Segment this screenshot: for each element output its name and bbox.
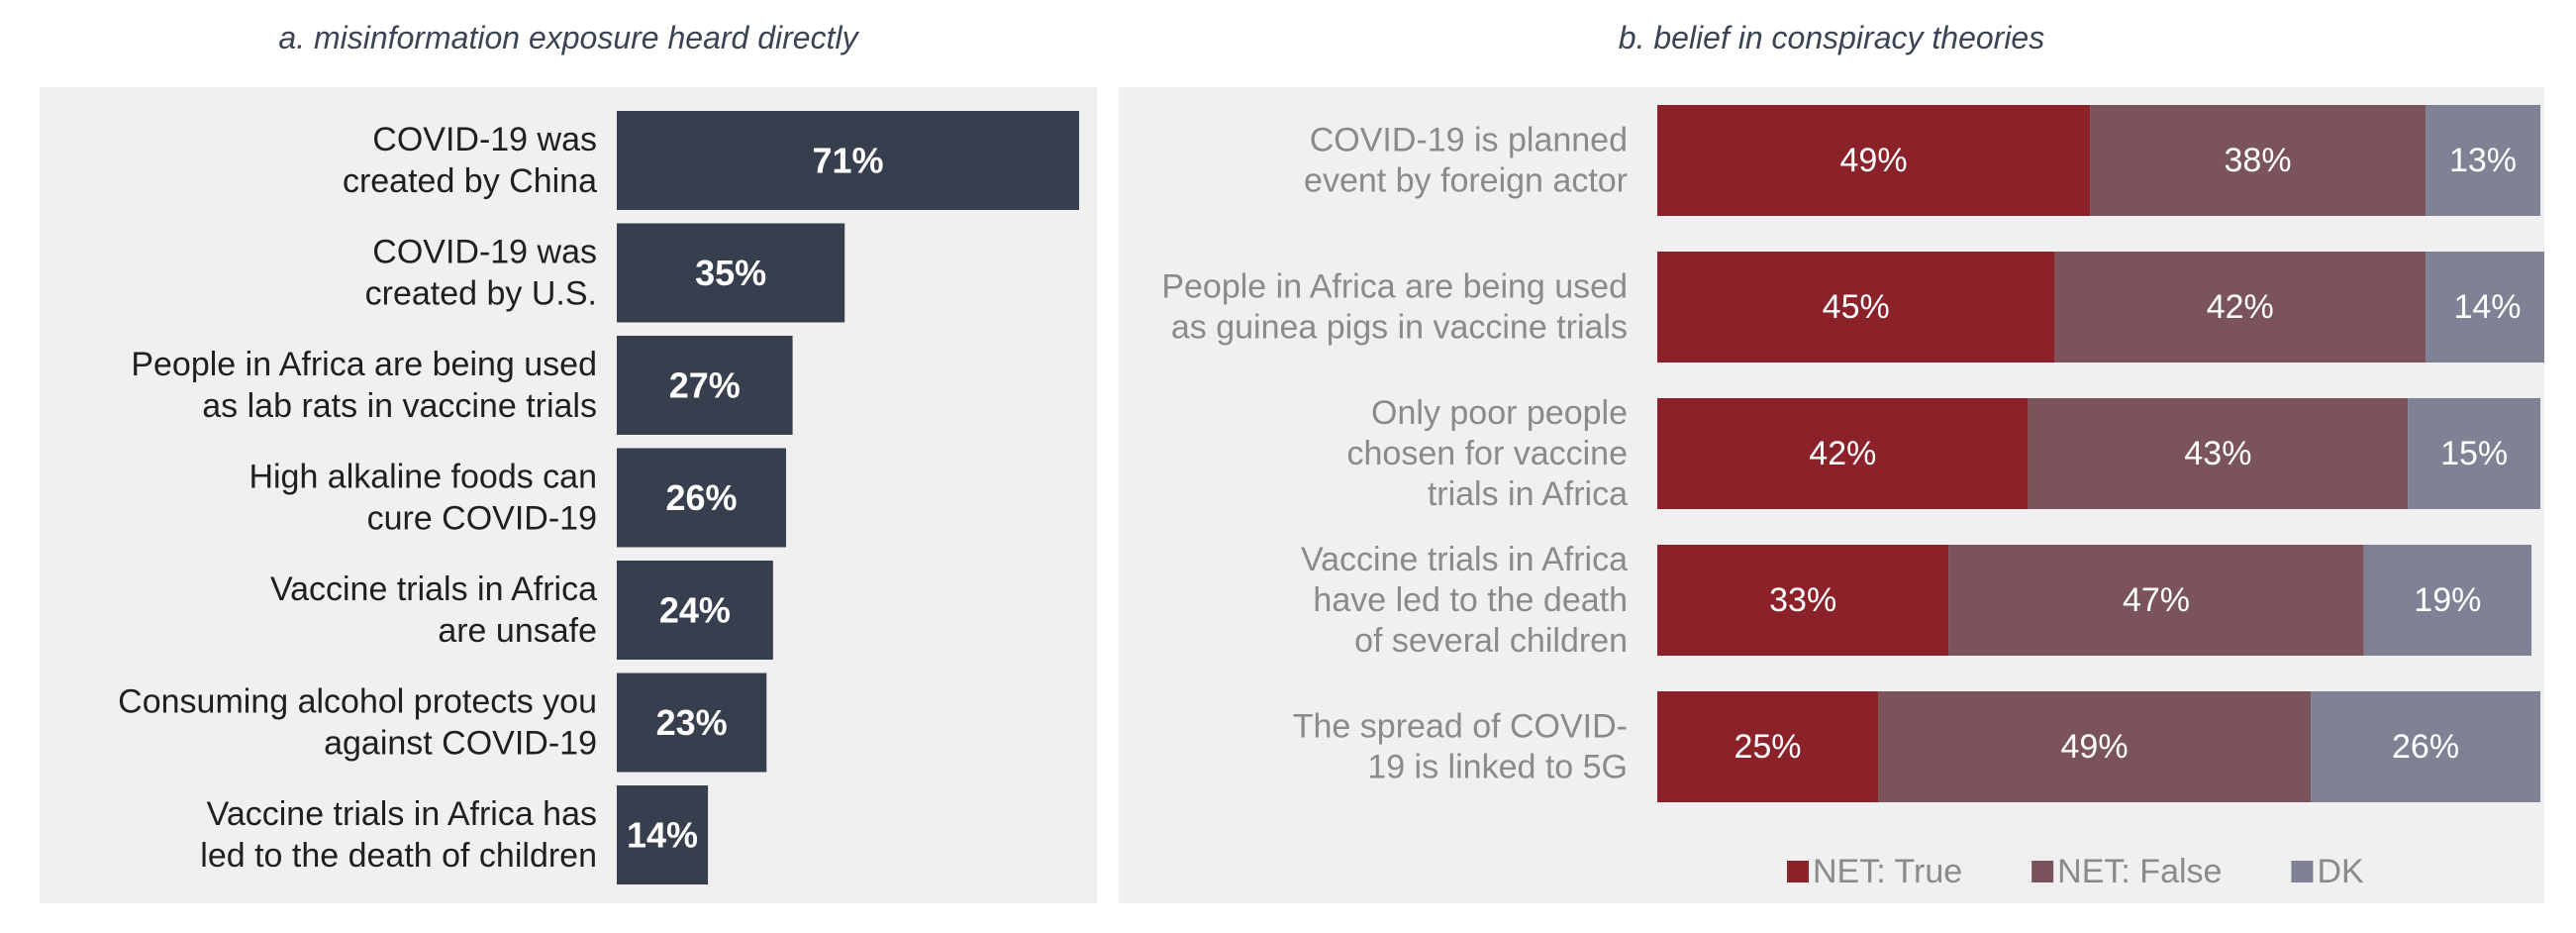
bar-segment (1657, 545, 1949, 656)
legend-label: NET: False (2057, 853, 2222, 890)
category-label: People in Africa are being used as lab ra… (131, 346, 597, 425)
bar-segment (2028, 398, 2409, 509)
legend-label: DK (2317, 853, 2364, 890)
bar (617, 448, 787, 548)
chart-b-title: b. belief in conspiracy theories (1618, 20, 2045, 55)
category-label: Vaccine trials in Africa have led to the … (1301, 541, 1628, 660)
legend-swatch (1787, 861, 1809, 882)
bar-value-label: 35% (695, 253, 766, 293)
bar-segment (2426, 105, 2540, 216)
segment-value-label: 25% (1734, 728, 1801, 766)
bar (617, 111, 1079, 210)
category-label: High alkaline foods can cure COVID-19 (248, 459, 597, 538)
bar-segment (2408, 398, 2540, 509)
bar-segment (1948, 545, 2364, 656)
segment-value-label: 15% (2440, 435, 2508, 472)
bar-segment (1657, 691, 1878, 802)
bar-segment (2426, 252, 2544, 363)
bar-value-label: 23% (656, 702, 728, 743)
segment-value-label: 26% (2392, 728, 2459, 766)
chart-a-panel: 71% COVID-19 was created by China 35% COVID-… (40, 87, 1097, 903)
bar (617, 561, 773, 660)
chart-a-svg: 71% COVID-19 was created by China 35% COVID-… (118, 111, 1079, 884)
bar-segment (1878, 691, 2312, 802)
bar-segment (1657, 252, 2055, 363)
category-label: Only poor people chosen for vaccine trials… (1347, 394, 1629, 513)
segment-value-label: 33% (1769, 581, 1836, 619)
segment-value-label: 49% (2061, 728, 2129, 766)
bar (617, 336, 793, 435)
segment-value-label: 42% (1809, 435, 1876, 472)
bar-value-label: 26% (665, 477, 737, 518)
segment-value-label: 43% (2184, 435, 2251, 472)
category-label: COVID-19 was created by U.S. (365, 234, 597, 313)
bar-segment (1657, 398, 2029, 509)
segment-value-label: 19% (2414, 581, 2481, 619)
segment-value-label: 49% (1840, 142, 1908, 179)
segment-value-label: 42% (2207, 288, 2274, 326)
bar (617, 785, 709, 884)
bar (617, 673, 767, 773)
bar-value-label: 24% (659, 590, 731, 631)
category-label: Vaccine trials in Africa are unsafe (270, 570, 597, 650)
category-label: COVID-19 is planned event by foreign acto… (1304, 122, 1628, 200)
chart-b-panel: 49% 38% 13% COVID-19 is planned event by for… (1119, 87, 2544, 903)
category-label: People in Africa are being used as guinea… (1161, 268, 1628, 347)
segment-value-label: 38% (2225, 142, 2292, 179)
bar-value-label: 71% (812, 141, 883, 181)
legend-label: NET: True (1813, 853, 1962, 890)
bar (617, 223, 845, 323)
bar-segment (2311, 691, 2540, 802)
bar-value-label: 14% (627, 815, 698, 856)
segment-value-label: 14% (2453, 288, 2521, 326)
category-label: Consuming alcohol protects you against CO… (118, 683, 597, 763)
bar-value-label: 27% (669, 365, 741, 406)
chart-b-svg: 49% 38% 13% COVID-19 is planned event by for… (1161, 105, 2544, 890)
segment-value-label: 47% (2123, 581, 2190, 619)
bar-segment (1657, 105, 2091, 216)
segment-value-label: 45% (1823, 288, 1890, 326)
chart-a-title: a. misinformation exposure heard directl… (278, 20, 858, 55)
bar-segment (2054, 252, 2427, 363)
legend-swatch (2031, 861, 2054, 882)
category-label: The spread of COVID-19 is linked to 5G (1293, 708, 1628, 786)
segment-value-label: 13% (2449, 142, 2517, 179)
category-label: COVID-19 was created by China (343, 121, 597, 200)
category-label: Vaccine trials in Africa has led to the d… (200, 795, 597, 875)
legend-swatch (2291, 861, 2314, 882)
bar-segment (2363, 545, 2532, 656)
bar-segment (2090, 105, 2427, 216)
